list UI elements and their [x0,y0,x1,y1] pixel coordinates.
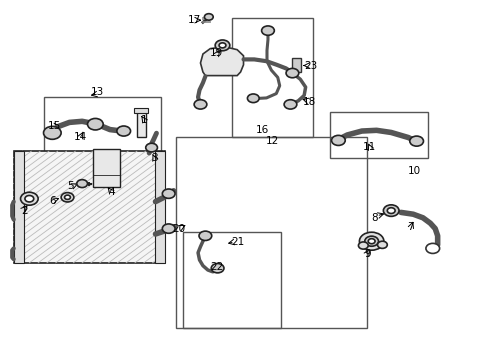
Circle shape [331,135,345,145]
Circle shape [194,100,206,109]
Circle shape [284,100,296,109]
Circle shape [199,231,211,240]
Circle shape [364,236,378,246]
Circle shape [64,195,70,199]
Text: 10: 10 [407,166,420,176]
Text: 17: 17 [187,15,201,25]
Circle shape [247,94,259,103]
Circle shape [61,193,74,202]
Bar [154,151,165,263]
Bar [134,108,148,113]
Text: 9: 9 [364,249,370,259]
Circle shape [145,143,157,152]
Text: 6: 6 [49,195,56,206]
Circle shape [261,26,274,35]
Circle shape [211,264,224,273]
Circle shape [386,208,394,213]
Text: 4: 4 [108,186,115,197]
Bar [329,112,427,158]
Circle shape [425,243,439,253]
Circle shape [285,68,298,78]
Circle shape [409,136,423,146]
Bar [14,151,24,263]
Bar [93,149,120,187]
Text: 21: 21 [231,237,244,247]
Circle shape [87,118,103,130]
Text: 3: 3 [151,153,158,163]
Bar [183,232,281,328]
Text: 2: 2 [21,206,28,216]
Circle shape [367,239,374,244]
Circle shape [358,242,367,249]
Bar [291,58,300,72]
Text: 14: 14 [74,132,87,142]
Text: 16: 16 [255,125,269,135]
Text: 12: 12 [265,136,279,147]
Circle shape [20,192,38,205]
Circle shape [43,126,61,139]
Text: 8: 8 [370,213,377,223]
Bar [176,137,366,328]
Circle shape [359,232,383,250]
Bar [232,18,312,137]
Circle shape [77,180,87,188]
Text: 20: 20 [172,224,184,234]
Circle shape [377,241,386,248]
Text: 1: 1 [140,114,147,125]
Bar [44,97,161,166]
Text: 18: 18 [302,97,316,107]
Text: 15: 15 [48,121,61,131]
Circle shape [117,126,130,136]
Text: 23: 23 [303,60,317,71]
Text: 22: 22 [209,262,223,272]
Circle shape [25,195,34,202]
Circle shape [215,40,229,51]
Bar [14,151,165,263]
Text: 13: 13 [91,87,104,97]
Text: 11: 11 [362,142,375,152]
Circle shape [219,43,225,48]
Text: 7: 7 [407,222,413,232]
Polygon shape [200,47,243,76]
Bar [137,112,145,137]
Circle shape [162,189,175,198]
Circle shape [383,205,398,216]
Text: 5: 5 [67,181,74,192]
Circle shape [162,224,175,233]
Circle shape [204,14,213,20]
Text: 19: 19 [209,48,223,58]
